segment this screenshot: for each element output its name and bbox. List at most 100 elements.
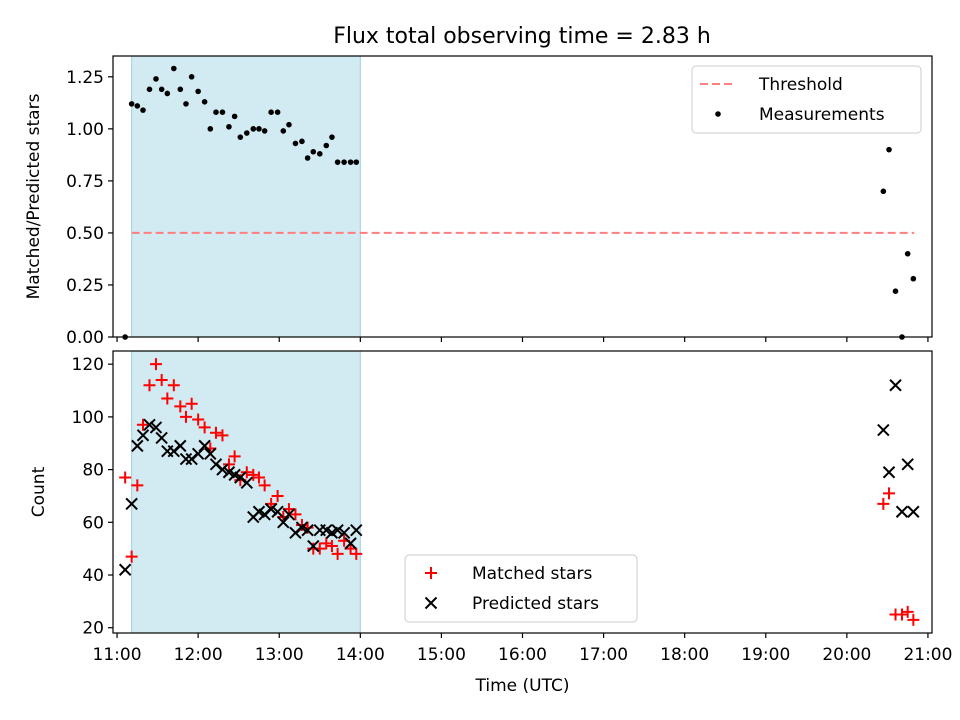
predicted-star-point (301, 524, 314, 537)
matched-star-point (222, 458, 235, 471)
matched-star-point (247, 468, 260, 481)
x-axis-label: Time (UTC) (475, 676, 570, 696)
matched-star-point (119, 471, 132, 484)
legend-measurement-swatch (715, 111, 721, 117)
measurement-point (250, 126, 257, 132)
matched-star-point (228, 450, 241, 463)
predicted-star-point (307, 539, 320, 553)
measurement-point (207, 126, 214, 132)
measurement-point (329, 134, 335, 140)
matched-star-point (258, 479, 271, 492)
predicted-star-point (907, 505, 920, 518)
measurement-point (323, 142, 330, 149)
measurement-point (213, 109, 219, 115)
predicted-star-point (282, 508, 296, 521)
measurement-point (334, 159, 341, 165)
chart-title: Flux total observing time = 2.83 h (333, 24, 711, 49)
measurement-point (256, 126, 262, 132)
predicted-star-point (149, 421, 163, 434)
x-tick-label: 13:00 (255, 645, 304, 665)
x-tick-label: 16:00 (498, 645, 547, 665)
y-tick-label: 1.00 (66, 120, 104, 140)
measurement-point (886, 146, 892, 153)
predicted-star-point (882, 466, 896, 479)
x-tick-label: 17:00 (579, 645, 628, 665)
x-tick-label: 19:00 (741, 645, 790, 665)
matched-star-point (271, 489, 284, 502)
x-tick-label: 20:00 (822, 645, 871, 665)
matched-star-point (149, 358, 162, 371)
predicted-star-point (240, 476, 254, 489)
measurement-point (347, 159, 354, 165)
y-tick-label: 0.75 (66, 172, 104, 192)
measurement-point (353, 159, 360, 165)
y-tick-label: 20 (82, 619, 104, 639)
y-axis-label: Matched/Predicted stars (24, 93, 44, 299)
measurement-point (316, 151, 323, 157)
matched-star-point (192, 413, 205, 426)
measurement-point (128, 101, 135, 107)
measurement-point (292, 140, 299, 147)
predicted-star-point (143, 418, 156, 432)
legend-box (691, 65, 922, 134)
measurement-point (237, 134, 244, 140)
predicted-star-point (344, 537, 357, 550)
top-panel: 0.00 0.25 0.50 0.75 1.00 1.25 Matched/Predicte… (24, 55, 933, 348)
matched-star-point (350, 547, 363, 560)
y-axis-label: Count (29, 466, 49, 517)
predicted-star-point (136, 429, 150, 442)
measurement-point (177, 86, 184, 93)
legend-entry-label: Threshold (758, 75, 843, 95)
matched-star-point (320, 537, 333, 550)
measurement-point (310, 148, 317, 155)
measurement-point (171, 65, 177, 72)
legend-predicted-swatch (424, 596, 438, 610)
predicted-star-point (331, 524, 344, 537)
matched-star-point (289, 508, 302, 521)
legend-entry-label: Predicted stars (472, 594, 599, 614)
matched-star-point (252, 471, 265, 484)
matched-star-point (209, 426, 222, 439)
matched-star-point (143, 379, 156, 392)
measurement-point (226, 123, 232, 130)
x-tick-label: 21:00 (903, 645, 952, 665)
legend-box (404, 554, 638, 623)
measurement-point (880, 188, 887, 195)
measurement-point (164, 90, 171, 97)
y-tick-label: 0.50 (66, 224, 104, 244)
measurement-point (304, 155, 311, 161)
predicted-star-point (277, 516, 290, 529)
y-tick-label: 0.25 (66, 276, 104, 296)
measurement-point (268, 109, 274, 115)
predicted-star-point (889, 379, 902, 392)
x-tick-label: 11:00 (93, 645, 142, 665)
observing-window-band (131, 350, 361, 634)
matched-star-point (331, 547, 344, 560)
predicted-star-point (264, 502, 278, 516)
matched-star-point (883, 487, 896, 500)
predicted-star-point (198, 439, 211, 453)
measurement-point (146, 86, 153, 93)
measurement-point (286, 121, 292, 128)
predicted-star-point (337, 526, 351, 540)
measurement-point (261, 128, 268, 134)
x-tick-label: 12:00 (174, 645, 223, 665)
matched-star-point (216, 429, 229, 442)
predicted-star-point (191, 447, 205, 460)
y-tick-label: 80 (82, 461, 104, 481)
matched-star-point (125, 550, 138, 563)
legend-matched-swatch (425, 567, 437, 579)
predicted-star-point (271, 505, 284, 518)
matched-star-point (174, 400, 187, 413)
predicted-star-point (901, 458, 914, 471)
measurement-point (195, 88, 201, 95)
measurement-point (188, 74, 195, 80)
predicted-star-point (125, 497, 138, 511)
measurement-point (274, 109, 281, 115)
measurement-point (201, 98, 208, 105)
predicted-star-point (179, 452, 193, 466)
x-tick-label: 14:00 (336, 645, 385, 665)
y-tick-label: 0.00 (66, 328, 104, 348)
matched-star-point (877, 497, 890, 510)
predicted-star-point (216, 463, 229, 476)
